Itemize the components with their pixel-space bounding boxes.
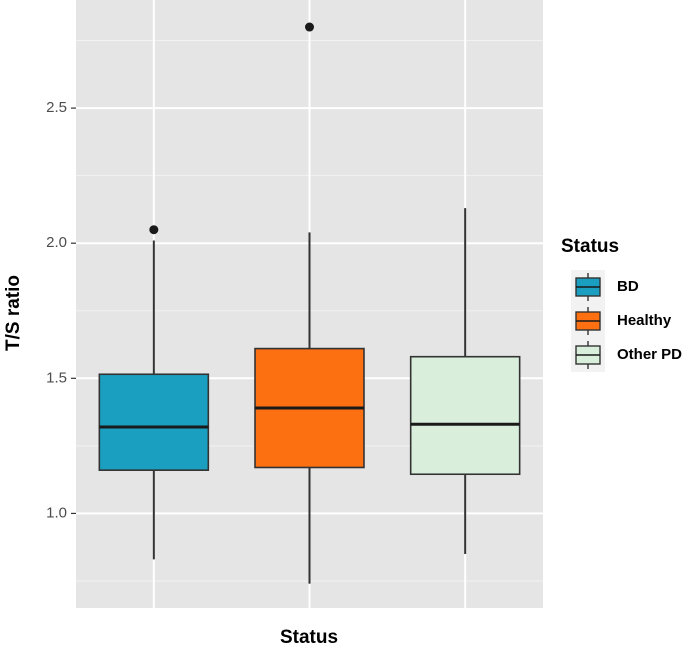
x-axis-title: Status [280,627,338,648]
legend-key-healthy: Healthy [571,304,672,338]
y-axis-title: T/S ratio [3,275,24,351]
legend-key-bd: BD [571,270,639,304]
legend-label: BD [617,278,639,295]
legend-key-other-pd: Other PD [571,338,682,372]
box-other-pd [409,208,521,554]
legend-label: Healthy [617,312,672,329]
y-tick-label: 1.5 [46,369,67,386]
box-series [98,22,521,584]
legend-label: Other PD [617,346,682,363]
legend-title: Status [561,236,619,257]
box-bd [98,225,210,560]
y-tick-label: 1.0 [46,504,67,521]
iqr-box [409,355,521,476]
legend-keys: BD Healthy Other PD [571,270,682,372]
legend: Status BD Healthy Other PD [561,236,682,372]
y-axis-ticks: 1.0 1.5 2.0 2.5 [46,99,76,521]
outlier-point [149,225,159,235]
iqr-box [98,373,210,471]
y-tick-label: 2.5 [46,99,67,116]
box-healthy [254,22,365,584]
outlier-point [305,22,314,32]
y-tick-label: 2.0 [46,234,67,251]
